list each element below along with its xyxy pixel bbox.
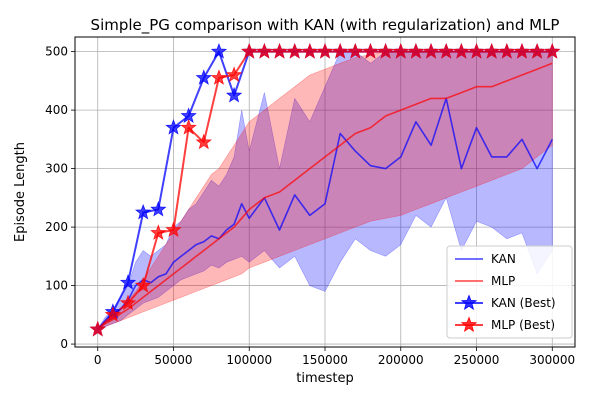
mlp-best-point (513, 42, 531, 59)
mlp-best-point (89, 320, 106, 337)
y-tick-label: 100 (45, 279, 68, 293)
mlp-best-point (225, 66, 243, 83)
legend-star-kan-best (460, 294, 478, 310)
mlp-best-point (241, 42, 258, 59)
mlp-best-point (468, 42, 485, 59)
legend-box (446, 245, 573, 339)
y-tick-label: 500 (45, 45, 68, 59)
y-tick-label: 300 (45, 162, 68, 176)
mlp-best-point (210, 69, 228, 85)
kan-best-point (165, 119, 182, 135)
x-tick-label: 50000 (154, 353, 192, 367)
kan-best-point (150, 200, 167, 217)
mlp-best-point (119, 294, 137, 311)
x-axis-ticks: 0 50000 100000 150000 200000 250000 300000 (94, 347, 575, 367)
mlp-line (97, 62, 553, 330)
mlp-best-point (407, 42, 425, 59)
mlp-best-point (195, 133, 213, 150)
mlp-best-point (286, 42, 303, 59)
kan-best-point (119, 274, 137, 290)
mlp-best-point (256, 42, 273, 59)
legend-star-mlp-best (460, 316, 478, 332)
legend-label-mlp-best: MLP (Best) (491, 318, 555, 332)
mlp-best-point (134, 276, 152, 293)
mlp-best-point (180, 119, 197, 135)
x-tick-label: 200000 (378, 353, 424, 367)
mlp-best-point (347, 42, 364, 59)
legend-label-mlp: MLP (491, 274, 515, 288)
series-markers (89, 42, 561, 337)
mlp-best-point (331, 42, 349, 59)
mlp-best-point (528, 42, 546, 59)
legend: KAN MLP KAN (Best) MLP (Best) (446, 245, 573, 339)
mlp-best-point (362, 42, 379, 59)
kan-best-point (134, 203, 152, 220)
kan-line (97, 97, 554, 330)
x-tick-label: 100000 (226, 353, 272, 367)
kan-best-point (225, 86, 243, 103)
mlp-best-point (271, 42, 288, 59)
x-tick-label: 150000 (302, 353, 348, 367)
mlp-best-point (392, 42, 409, 59)
x-tick-label: 250000 (454, 353, 500, 367)
mlp-best-point (165, 221, 182, 238)
mlp-best-point (150, 224, 167, 240)
mlp-best-point (498, 42, 516, 59)
y-axis-label: Episode Length (13, 142, 28, 242)
kan-best-point (210, 42, 228, 59)
kan-best-point (195, 69, 213, 85)
y-tick-label: 200 (45, 220, 68, 234)
mlp-best-point (316, 42, 334, 59)
legend-label-kan-best: KAN (Best) (491, 296, 556, 310)
y-tick-label: 0 (60, 337, 68, 351)
y-axis-ticks: 0 100 200 300 400 500 (45, 45, 75, 351)
chart-title: Simple_PG comparison with KAN (with regu… (91, 16, 560, 35)
mlp-best-point (544, 42, 561, 59)
legend-label-kan: KAN (491, 252, 516, 266)
mlp-best-point (453, 42, 470, 59)
x-tick-label: 0 (94, 353, 102, 367)
mlp-best-point (437, 42, 455, 59)
y-tick-label: 400 (45, 103, 68, 117)
mlp-best-point (483, 42, 500, 59)
x-tick-label: 300000 (529, 353, 575, 367)
mlp-best-point (377, 42, 394, 59)
mlp-best-point (422, 42, 440, 59)
x-axis-label: timestep (296, 371, 354, 386)
mlp-best-point (301, 42, 319, 59)
mlp-best-point (104, 306, 122, 322)
